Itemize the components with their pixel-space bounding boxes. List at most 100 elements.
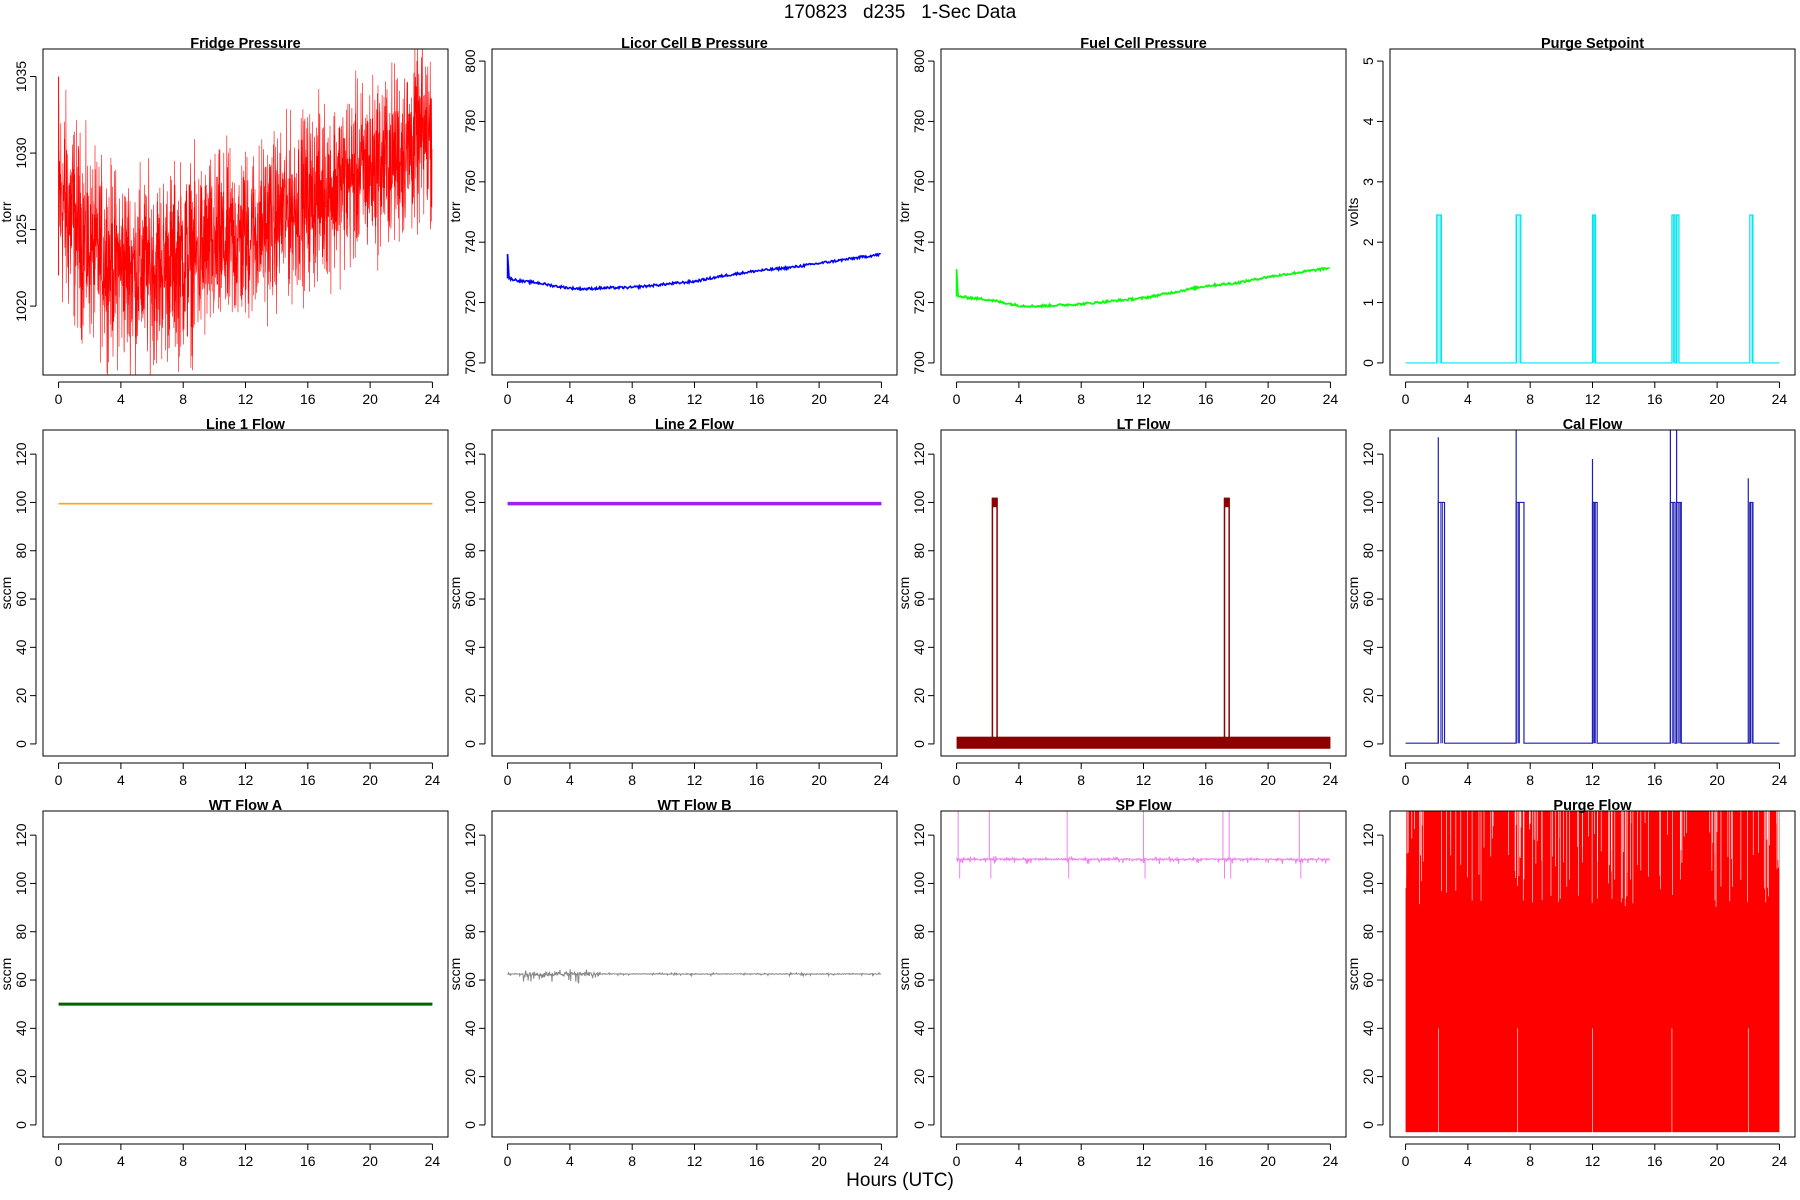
y-axis: 700 720 740 760 780 800 (911, 49, 935, 375)
x-tick-label: 20 (362, 772, 378, 788)
y-tick-label: 60 (462, 972, 478, 988)
pulse-top (992, 497, 998, 508)
y-tick-label: 740 (911, 230, 927, 254)
y-axis-label: sccm (447, 958, 463, 991)
series-line (506, 252, 881, 292)
y-tick-label: 100 (1360, 491, 1376, 515)
panel-purge-flow: Purge Flow 0 4 8 12 16 20 24 0 20 40 60 80 100 120 sccm (1345, 798, 1796, 1169)
x-tick-label: 8 (1077, 1153, 1085, 1169)
x-tick-label: 24 (1323, 391, 1339, 407)
y-tick-label: 120 (462, 823, 478, 847)
y-axis: 0 20 40 60 80 100 120 (1360, 442, 1384, 748)
y-tick-label: 40 (911, 639, 927, 655)
x-tick-label: 24 (1323, 1153, 1339, 1169)
x-tick-label: 20 (811, 391, 827, 407)
x-tick-label: 8 (628, 1153, 636, 1169)
pulse-top (1224, 497, 1230, 508)
x-tick-label: 8 (1077, 772, 1085, 788)
x-tick-label: 24 (874, 1153, 890, 1169)
y-tick-label: 60 (13, 972, 29, 988)
panel-title: Line 1 Flow (206, 417, 286, 433)
x-tick-label: 16 (1647, 391, 1663, 407)
panel-title: LT Flow (1117, 417, 1171, 433)
y-tick-label: 1 (1360, 298, 1376, 306)
y-tick-label: 0 (462, 1121, 478, 1129)
series-line (1405, 501, 1780, 744)
plot-frame (42, 810, 449, 1138)
x-tick-label: 20 (1260, 772, 1276, 788)
x-tick-label: 12 (1136, 772, 1152, 788)
y-tick-label: 100 (462, 491, 478, 515)
plot-area (58, 49, 433, 375)
x-tick-label: 20 (1260, 1153, 1276, 1169)
x-tick-label: 4 (566, 1153, 574, 1169)
x-axis: 0 4 8 12 16 20 24 (1402, 1143, 1787, 1169)
x-tick-label: 16 (300, 391, 316, 407)
y-axis: 0 20 40 60 80 100 120 (13, 823, 37, 1129)
x-tick-label: 20 (1709, 1153, 1725, 1169)
y-tick-label: 100 (911, 872, 927, 896)
y-axis-label: sccm (896, 577, 912, 610)
x-tick-label: 0 (504, 1153, 512, 1169)
x-tick-label: 0 (953, 772, 961, 788)
panel-title: Licor Cell B Pressure (621, 36, 768, 52)
y-axis-label: sccm (896, 958, 912, 991)
y-tick-label: 80 (911, 924, 927, 940)
x-axis: 0 4 8 12 16 20 24 (1402, 762, 1787, 788)
x-tick-label: 0 (1402, 1153, 1410, 1169)
y-tick-label: 720 (462, 291, 478, 315)
y-tick-label: 80 (462, 543, 478, 559)
y-axis: 0 1 2 3 4 5 (1360, 57, 1384, 367)
plot-frame (42, 429, 449, 757)
x-tick-label: 0 (953, 391, 961, 407)
y-tick-label: 100 (462, 872, 478, 896)
plot-frame (491, 810, 898, 1138)
panel-licor-cell-b-pressure: Licor Cell B Pressure 0 4 8 12 16 20 24 700 720 74… (447, 36, 898, 407)
y-tick-label: 20 (13, 1069, 29, 1085)
x-tick-label: 4 (566, 772, 574, 788)
series-noise (58, 49, 433, 375)
plot-frame (1389, 48, 1796, 376)
y-tick-label: 40 (1360, 639, 1376, 655)
y-tick-label: 80 (1360, 543, 1376, 559)
plot-frame (940, 429, 1347, 757)
panel-wt-flow-b: WT Flow B 0 4 8 12 16 20 24 0 20 40 60 80 100 120 sccm (447, 798, 898, 1169)
x-tick-label: 24 (1772, 391, 1788, 407)
x-tick-label: 16 (1647, 1153, 1663, 1169)
y-tick-label: 740 (462, 230, 478, 254)
plot-area (1405, 811, 1780, 1133)
panel-title: WT Flow A (209, 798, 283, 814)
y-tick-label: 1025 (13, 214, 29, 245)
y-tick-label: 720 (911, 291, 927, 315)
x-tick-label: 0 (1402, 391, 1410, 407)
x-tick-label: 4 (1464, 772, 1472, 788)
x-tick-label: 20 (1709, 772, 1725, 788)
y-tick-label: 20 (1360, 688, 1376, 704)
x-tick-label: 8 (1526, 772, 1534, 788)
x-tick-label: 12 (1585, 772, 1601, 788)
y-tick-label: 40 (13, 1020, 29, 1036)
panel-title: Line 2 Flow (655, 417, 735, 433)
y-tick-label: 60 (462, 591, 478, 607)
y-axis-label: sccm (1345, 958, 1361, 991)
x-tick-label: 8 (179, 1153, 187, 1169)
y-tick-label: 20 (462, 1069, 478, 1085)
x-tick-label: 16 (300, 1153, 316, 1169)
x-tick-label: 24 (425, 391, 441, 407)
x-tick-label: 4 (566, 391, 574, 407)
y-axis: 0 20 40 60 80 100 120 (911, 823, 935, 1129)
x-tick-label: 16 (1198, 1153, 1214, 1169)
y-tick-label: 100 (911, 491, 927, 515)
x-tick-label: 24 (425, 1153, 441, 1169)
y-tick-label: 2 (1360, 238, 1376, 246)
y-tick-label: 760 (911, 170, 927, 194)
y-tick-label: 0 (1360, 740, 1376, 748)
x-tick-label: 24 (874, 391, 890, 407)
x-tick-label: 12 (1585, 391, 1601, 407)
x-tick-label: 24 (425, 772, 441, 788)
y-tick-label: 120 (1360, 823, 1376, 847)
y-tick-label: 1030 (13, 137, 29, 168)
y-tick-label: 120 (911, 823, 927, 847)
y-tick-label: 60 (13, 591, 29, 607)
plot-frame (1389, 429, 1796, 757)
